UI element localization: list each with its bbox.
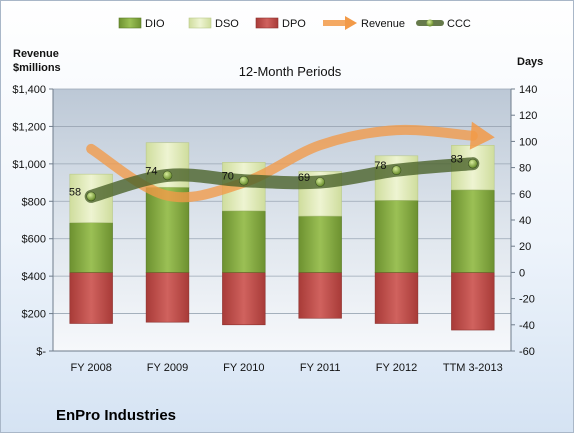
x-tick-label: FY 2012 — [376, 362, 417, 374]
right-tick-label: 140 — [519, 84, 537, 96]
left-axis-label-line1: Revenue — [13, 48, 59, 60]
legend-label: DSO — [215, 18, 239, 30]
bar-dio — [451, 189, 495, 273]
ccc-point — [468, 158, 478, 169]
x-tick-label: FY 2008 — [70, 362, 111, 374]
left-tick-label: $1,200 — [12, 121, 46, 133]
x-tick-label: FY 2011 — [300, 362, 341, 374]
left-tick-label: $1,000 — [12, 159, 46, 171]
revenue-arrowhead — [469, 121, 495, 150]
right-tick-label: -20 — [519, 294, 535, 306]
legend-label: Revenue — [361, 18, 405, 30]
right-tick-label: 120 — [519, 110, 537, 122]
bar-dpo — [69, 272, 113, 324]
left-tick-label: $600 — [22, 234, 46, 246]
x-tick-label: FY 2009 — [147, 362, 188, 374]
right-tick-label: -60 — [519, 346, 535, 358]
left-tick-label: $1,400 — [12, 84, 46, 96]
bar-dpo — [374, 272, 419, 324]
left-tick-label: $400 — [22, 271, 46, 283]
legend-label: DPO — [282, 18, 306, 30]
bar-dio — [298, 215, 342, 273]
left-axis-label-line2: $millions — [13, 62, 61, 74]
right-axis-label: Days — [517, 56, 543, 68]
right-tick-label: 80 — [519, 163, 531, 175]
bar-dio — [374, 200, 419, 273]
right-tick-label: 0 — [519, 267, 525, 279]
ccc-data-label: 74 — [145, 165, 157, 177]
x-tick-label: TTM 3-2013 — [443, 362, 503, 374]
right-tick-label: -40 — [519, 320, 535, 332]
legend-label: DIO — [145, 18, 165, 30]
chart-title: 12-Month Periods — [239, 64, 342, 79]
legend-arrowhead — [345, 16, 357, 30]
right-tick-label: 40 — [519, 215, 531, 227]
legend-label: CCC — [447, 18, 471, 30]
legend-swatch — [118, 17, 142, 29]
ccc-data-label: 83 — [451, 154, 463, 166]
revenue-line — [86, 124, 478, 203]
ccc-point — [391, 165, 402, 176]
bar-dpo — [298, 272, 342, 319]
bar-dpo — [222, 272, 266, 326]
ccc-data-label: 69 — [298, 172, 310, 184]
right-tick-label: 60 — [519, 189, 531, 201]
ccc-point — [239, 175, 249, 186]
ccc-point — [86, 191, 96, 202]
legend-swatch — [255, 17, 279, 29]
ccc-data-label: 70 — [222, 171, 234, 183]
legend-swatch — [188, 17, 212, 29]
ccc-data-label: 58 — [69, 186, 81, 198]
company-name: EnPro Industries — [56, 407, 177, 424]
bar-dio — [69, 222, 113, 273]
right-tick-label: 100 — [519, 136, 537, 148]
left-tick-label: $800 — [22, 196, 46, 208]
bar-dpo — [145, 272, 190, 323]
left-tick-label: $- — [36, 346, 46, 358]
ccc-line — [84, 157, 480, 203]
legend-marker — [426, 19, 434, 27]
bar-dio — [222, 210, 266, 273]
left-tick-label: $200 — [22, 309, 46, 321]
right-tick-label: 20 — [519, 241, 531, 253]
x-tick-label: FY 2010 — [223, 362, 264, 374]
bar-dpo — [451, 272, 495, 331]
ccc-data-label: 78 — [374, 160, 386, 172]
ccc-point — [162, 170, 173, 181]
ccc-point — [315, 177, 325, 187]
